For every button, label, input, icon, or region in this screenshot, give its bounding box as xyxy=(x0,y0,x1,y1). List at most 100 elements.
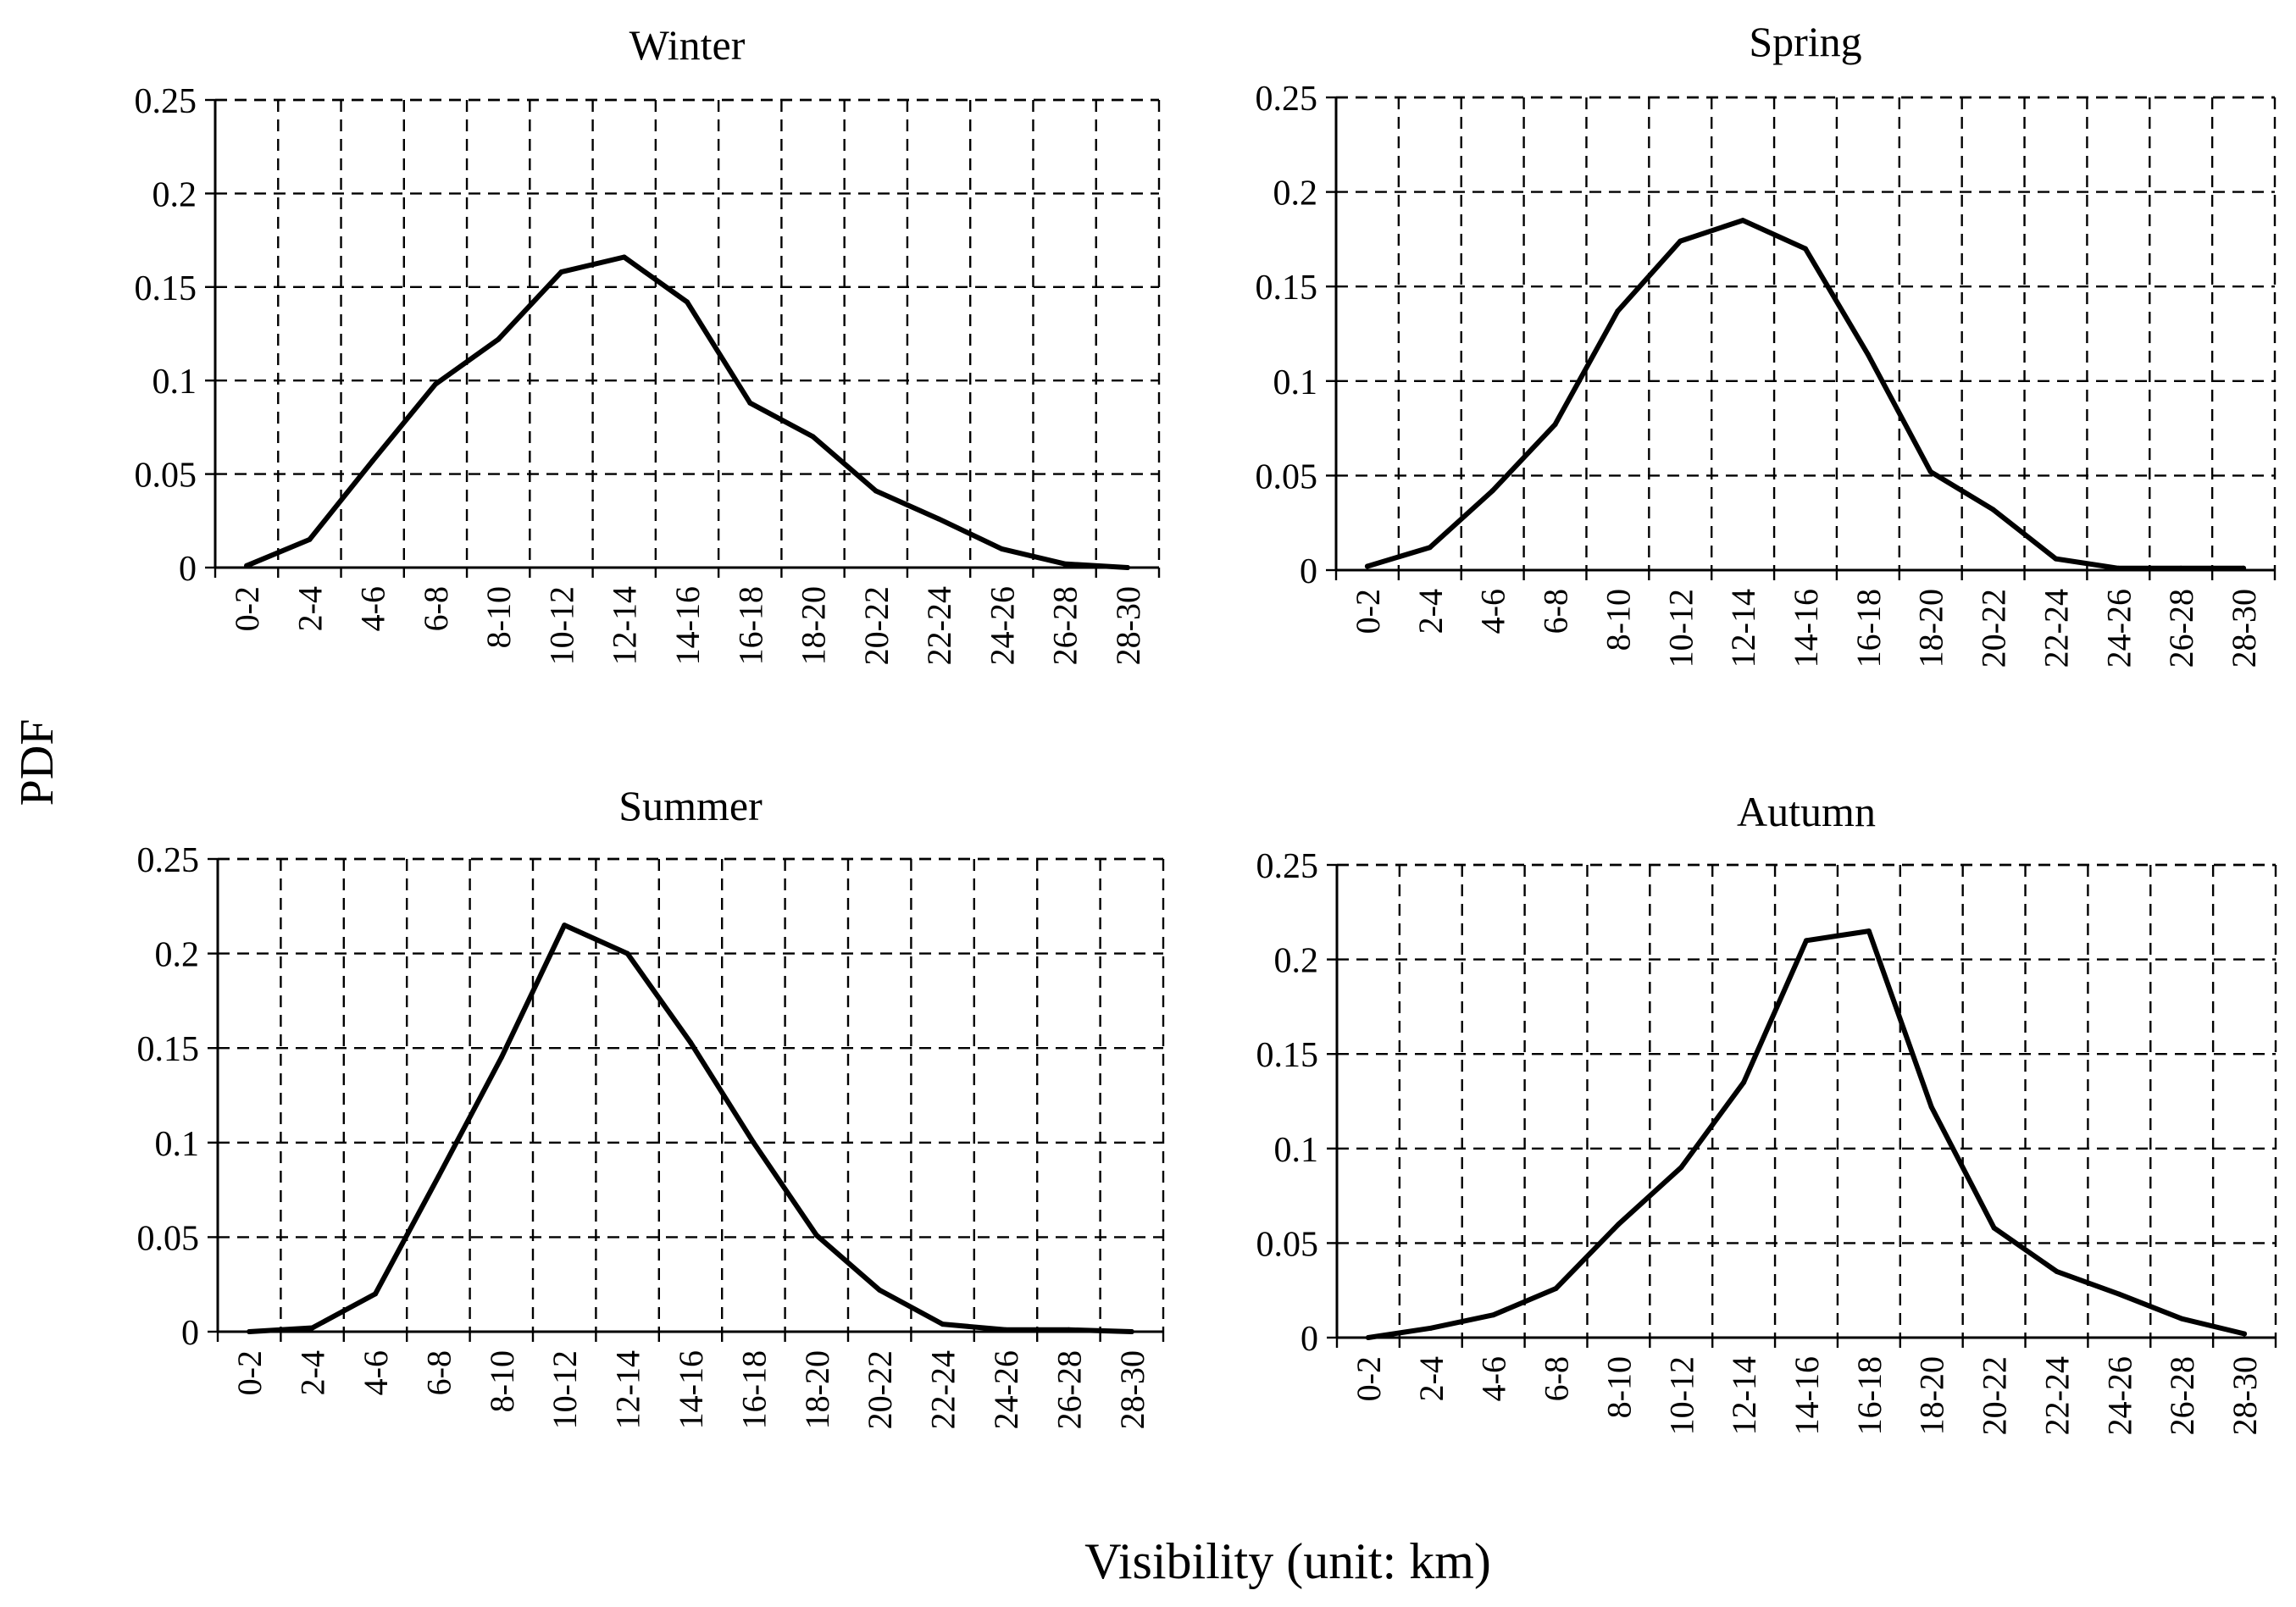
x-tick-label: 18-20 xyxy=(798,1350,836,1429)
y-tick-label: 0.15 xyxy=(135,269,197,308)
data-point xyxy=(369,458,375,464)
x-tick-label: 28-30 xyxy=(1113,1350,1151,1429)
data-point xyxy=(1552,422,1558,428)
x-tick-label: 14-16 xyxy=(672,1350,710,1429)
data-point xyxy=(1062,561,1068,567)
x-tick-label: 8-10 xyxy=(1599,589,1637,651)
x-tick-label: 8-10 xyxy=(483,1350,521,1412)
y-tick-label: 0.2 xyxy=(155,936,200,975)
x-tick-label: 26-28 xyxy=(1046,586,1084,665)
x-tick-label: 10-12 xyxy=(1661,589,1700,668)
y-tick-label: 0.2 xyxy=(1273,175,1318,213)
data-point xyxy=(877,1287,883,1293)
x-tick-label: 8-10 xyxy=(1600,1356,1638,1418)
data-point xyxy=(1364,563,1370,569)
data-point xyxy=(1865,352,1871,357)
panel-title: Autumn xyxy=(1737,788,1876,835)
data-point xyxy=(2053,556,2059,562)
x-tick-label: 20-22 xyxy=(861,1350,899,1429)
data-point xyxy=(2054,1268,2060,1274)
data-point xyxy=(624,950,630,956)
data-point xyxy=(562,923,568,928)
data-point xyxy=(1066,1327,1072,1333)
y-tick-label: 0.25 xyxy=(135,82,197,121)
x-tick-label: 12-14 xyxy=(1724,589,1762,668)
data-point xyxy=(751,1139,757,1145)
y-tick-label: 0 xyxy=(181,1314,199,1353)
y-tick-label: 0 xyxy=(179,550,197,589)
data-point xyxy=(1615,308,1621,314)
x-tick-label: 16-18 xyxy=(1850,1356,1888,1435)
x-tick-label: 24-26 xyxy=(983,586,1021,665)
x-tick-label: 10-12 xyxy=(1662,1356,1700,1435)
data-point xyxy=(1991,1225,1997,1231)
x-tick-label: 28-30 xyxy=(2226,1356,2264,1435)
data-point xyxy=(621,254,627,260)
y-tick-label: 0 xyxy=(1300,552,1317,591)
y-tick-label: 0.25 xyxy=(1256,847,1319,886)
x-tick-label: 14-16 xyxy=(668,586,707,665)
y-tick-label: 0.15 xyxy=(137,1030,200,1069)
data-point xyxy=(2116,565,2121,571)
x-tick-label: 2-4 xyxy=(294,1350,332,1395)
x-tick-label: 12-14 xyxy=(609,1350,647,1429)
y-tick-label: 0.05 xyxy=(1256,1225,1319,1264)
data-point xyxy=(2116,1291,2122,1297)
y-tick-label: 0.25 xyxy=(1256,80,1318,119)
chart-panel-autumn: Autumn 0 0.05 0.1 0.15 0.2 0.25 0-2 2-4 4-6 6-8 8-1… xyxy=(1256,788,2277,1435)
panel-title: Spring xyxy=(1749,18,1861,65)
x-tick-label: 18-20 xyxy=(795,586,833,665)
data-point xyxy=(1678,238,1683,244)
x-tick-label: 24-26 xyxy=(987,1350,1025,1429)
data-point xyxy=(1003,1327,1008,1333)
y-tick-label: 0.1 xyxy=(1273,363,1318,402)
x-tick-label: 28-30 xyxy=(2225,589,2263,668)
x-tick-label: 4-6 xyxy=(1475,1356,1513,1401)
chart-panel-winter: Winter 0 0.05 0.1 0.15 0.2 0.25 0-2 2-4 4-6 6-8 8-1… xyxy=(135,21,1161,665)
x-tick-label: 18-20 xyxy=(1912,589,1950,668)
x-tick-label: 2-4 xyxy=(291,586,329,631)
data-point xyxy=(432,381,438,387)
data-point xyxy=(2241,565,2247,571)
data-point xyxy=(1616,1222,1622,1227)
x-tick-label: 6-8 xyxy=(1537,589,1575,634)
x-tick-label: 4-6 xyxy=(1474,589,1512,634)
data-point xyxy=(1990,507,1996,513)
y-tick-label: 0.05 xyxy=(1256,457,1318,496)
y-tick-label: 0 xyxy=(1301,1320,1318,1359)
x-tick-label: 14-16 xyxy=(1787,589,1825,668)
chart-panel-summer: Summer 0 0.05 0.1 0.15 0.2 0.25 0-2 2-4 4-6 6-8 8-1… xyxy=(137,782,1165,1429)
data-point xyxy=(1804,938,1809,944)
x-tick-label: 22-24 xyxy=(2038,1356,2076,1435)
x-tick-label: 10-12 xyxy=(546,1350,584,1429)
data-point xyxy=(307,536,313,542)
data-point xyxy=(1866,928,1872,934)
x-tick-label: 16-18 xyxy=(1850,589,1888,668)
data-point xyxy=(1428,1325,1434,1331)
data-point xyxy=(999,546,1005,551)
x-tick-label: 22-24 xyxy=(2037,589,2075,668)
panel-title: Winter xyxy=(629,21,746,69)
data-point xyxy=(873,488,879,494)
data-point xyxy=(2178,565,2184,571)
data-point xyxy=(498,1055,504,1061)
data-point xyxy=(1490,1312,1496,1318)
data-point xyxy=(940,1322,946,1327)
data-point xyxy=(1124,565,1130,570)
y-tick-label: 0.15 xyxy=(1256,1036,1319,1075)
y-tick-label: 0.15 xyxy=(1256,269,1318,308)
data-point xyxy=(1489,488,1495,494)
x-tick-label: 24-26 xyxy=(2099,589,2138,668)
data-point xyxy=(2179,1316,2185,1322)
x-tick-label: 16-18 xyxy=(735,1350,773,1429)
data-point xyxy=(247,1329,252,1334)
x-axis-title: Visibility (unit: km) xyxy=(1084,1533,1491,1589)
panel-title: Summer xyxy=(618,782,763,829)
data-point xyxy=(496,336,502,342)
y-tick-label: 0.25 xyxy=(137,841,200,880)
x-tick-label: 4-6 xyxy=(357,1350,395,1395)
data-point xyxy=(1365,1335,1371,1340)
data-point xyxy=(936,516,942,522)
data-point xyxy=(2242,1331,2248,1337)
data-point xyxy=(244,562,250,568)
